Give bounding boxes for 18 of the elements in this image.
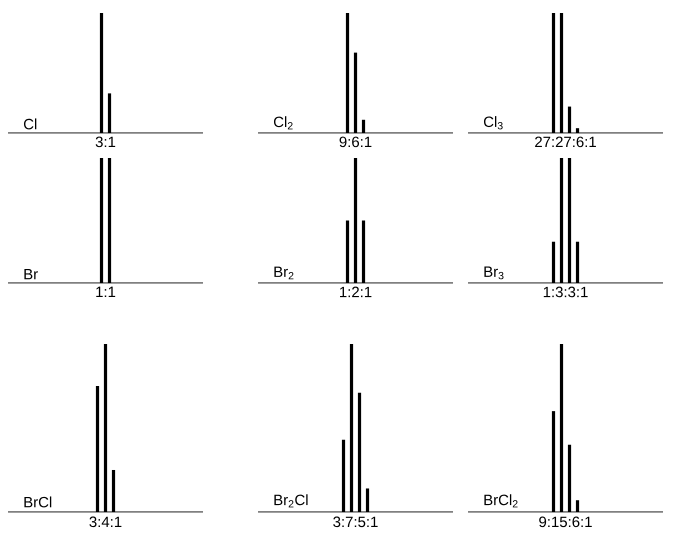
text: Br$_{2}$Cl: [274, 494, 308, 508]
text: Cl: [24, 118, 36, 130]
text: 1:3:3:1: [544, 286, 588, 298]
text: 9:15:6:1: [539, 516, 592, 528]
text: 9:6:1: [340, 136, 372, 148]
text: Br$_{2}$: [274, 266, 294, 280]
text: 3:4:1: [89, 516, 122, 528]
text: 27:27:6:1: [535, 136, 596, 148]
text: 3:7:5:1: [333, 516, 378, 528]
text: BrCl$_{2}$: [484, 494, 518, 508]
text: 1:2:1: [340, 286, 372, 298]
text: 3:1: [96, 136, 116, 148]
text: Cl$_{2}$: [274, 116, 293, 130]
text: Br$_{3}$: [484, 266, 504, 280]
text: 1:1: [96, 286, 116, 297]
text: Br: [24, 269, 38, 280]
text: BrCl: [24, 496, 52, 508]
text: Cl$_{3}$: [484, 116, 503, 130]
